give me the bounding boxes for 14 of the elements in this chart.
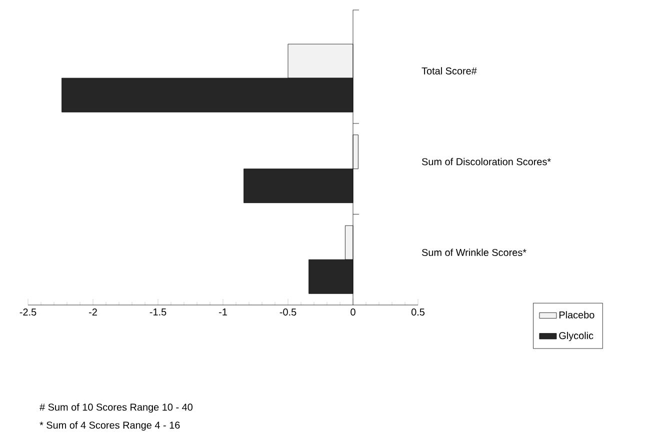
- x-tick-label: -0.5: [280, 308, 296, 316]
- x-tick-label: -1: [219, 308, 227, 316]
- y-tick-label: Total Score#: [422, 67, 477, 74]
- x-tick-label: -2: [89, 308, 97, 316]
- legend-label: Glycolic: [559, 332, 594, 342]
- x-tick-label: 0.5: [411, 308, 425, 316]
- y-tick-label: Sum of Wrinkle Scores*: [422, 248, 526, 256]
- y-tick-label: Sum of Discoloration Scores*: [422, 158, 551, 166]
- x-tick-label: 0: [350, 308, 356, 316]
- x-tick-label: -1.5: [150, 308, 166, 316]
- text: * Sum of 4 Scores Range 4 - 16: [40, 421, 180, 431]
- x-tick-label: -2.5: [20, 308, 36, 316]
- legend-label: Placebo: [559, 311, 594, 318]
- text: # Sum of 10 Scores Range 10 - 40: [40, 403, 193, 413]
